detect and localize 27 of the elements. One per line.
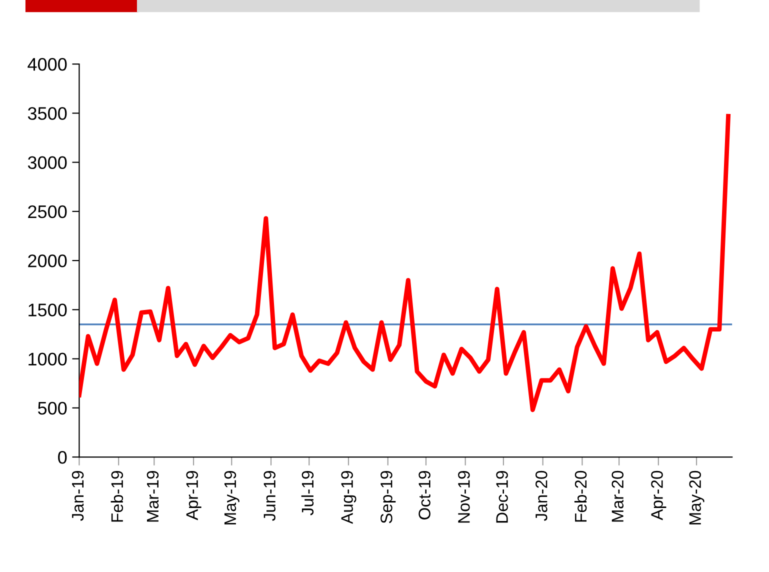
x-tick-label: Apr-19 bbox=[186, 471, 202, 520]
x-tick-label: May-19 bbox=[224, 471, 240, 524]
y-tick-label: 0 bbox=[58, 450, 67, 464]
x-tick-label: Oct-19 bbox=[418, 471, 430, 520]
x-tick-label: Sep-19 bbox=[380, 471, 396, 524]
x-tick-label: Dec-19 bbox=[496, 471, 508, 523]
y-tick-label: 1500 bbox=[28, 304, 67, 316]
x-tick-label: Jul-19 bbox=[301, 471, 314, 516]
x-tick-label: Jan-19 bbox=[72, 471, 84, 521]
x-tick-label: Jan-20 bbox=[536, 470, 548, 521]
y-tick-label: 2500 bbox=[28, 205, 67, 218]
x-tick-label: Nov-19 bbox=[458, 471, 470, 523]
line-series bbox=[79, 114, 730, 412]
y-tick-label: 3000 bbox=[28, 156, 67, 170]
x-tick-label: May-20 bbox=[689, 470, 704, 524]
x-tick-label: Apr-20 bbox=[651, 470, 666, 520]
y-tick-label: 4000 bbox=[28, 58, 67, 71]
x-tick-label: Aug-19 bbox=[341, 471, 356, 524]
x-tick-label: Mar-19 bbox=[146, 471, 159, 522]
y-tick-label: 2000 bbox=[28, 254, 67, 268]
y-tick-label: 1000 bbox=[28, 352, 67, 366]
y-tick-label: 500 bbox=[38, 402, 67, 415]
x-tick-label: Feb-19 bbox=[110, 471, 124, 522]
y-tick-label: 3500 bbox=[28, 107, 67, 120]
x-tick-label: Feb-20 bbox=[574, 470, 587, 522]
x-tick-label: Mar-20 bbox=[612, 470, 624, 522]
x-tick-label: Jun-19 bbox=[264, 471, 276, 521]
